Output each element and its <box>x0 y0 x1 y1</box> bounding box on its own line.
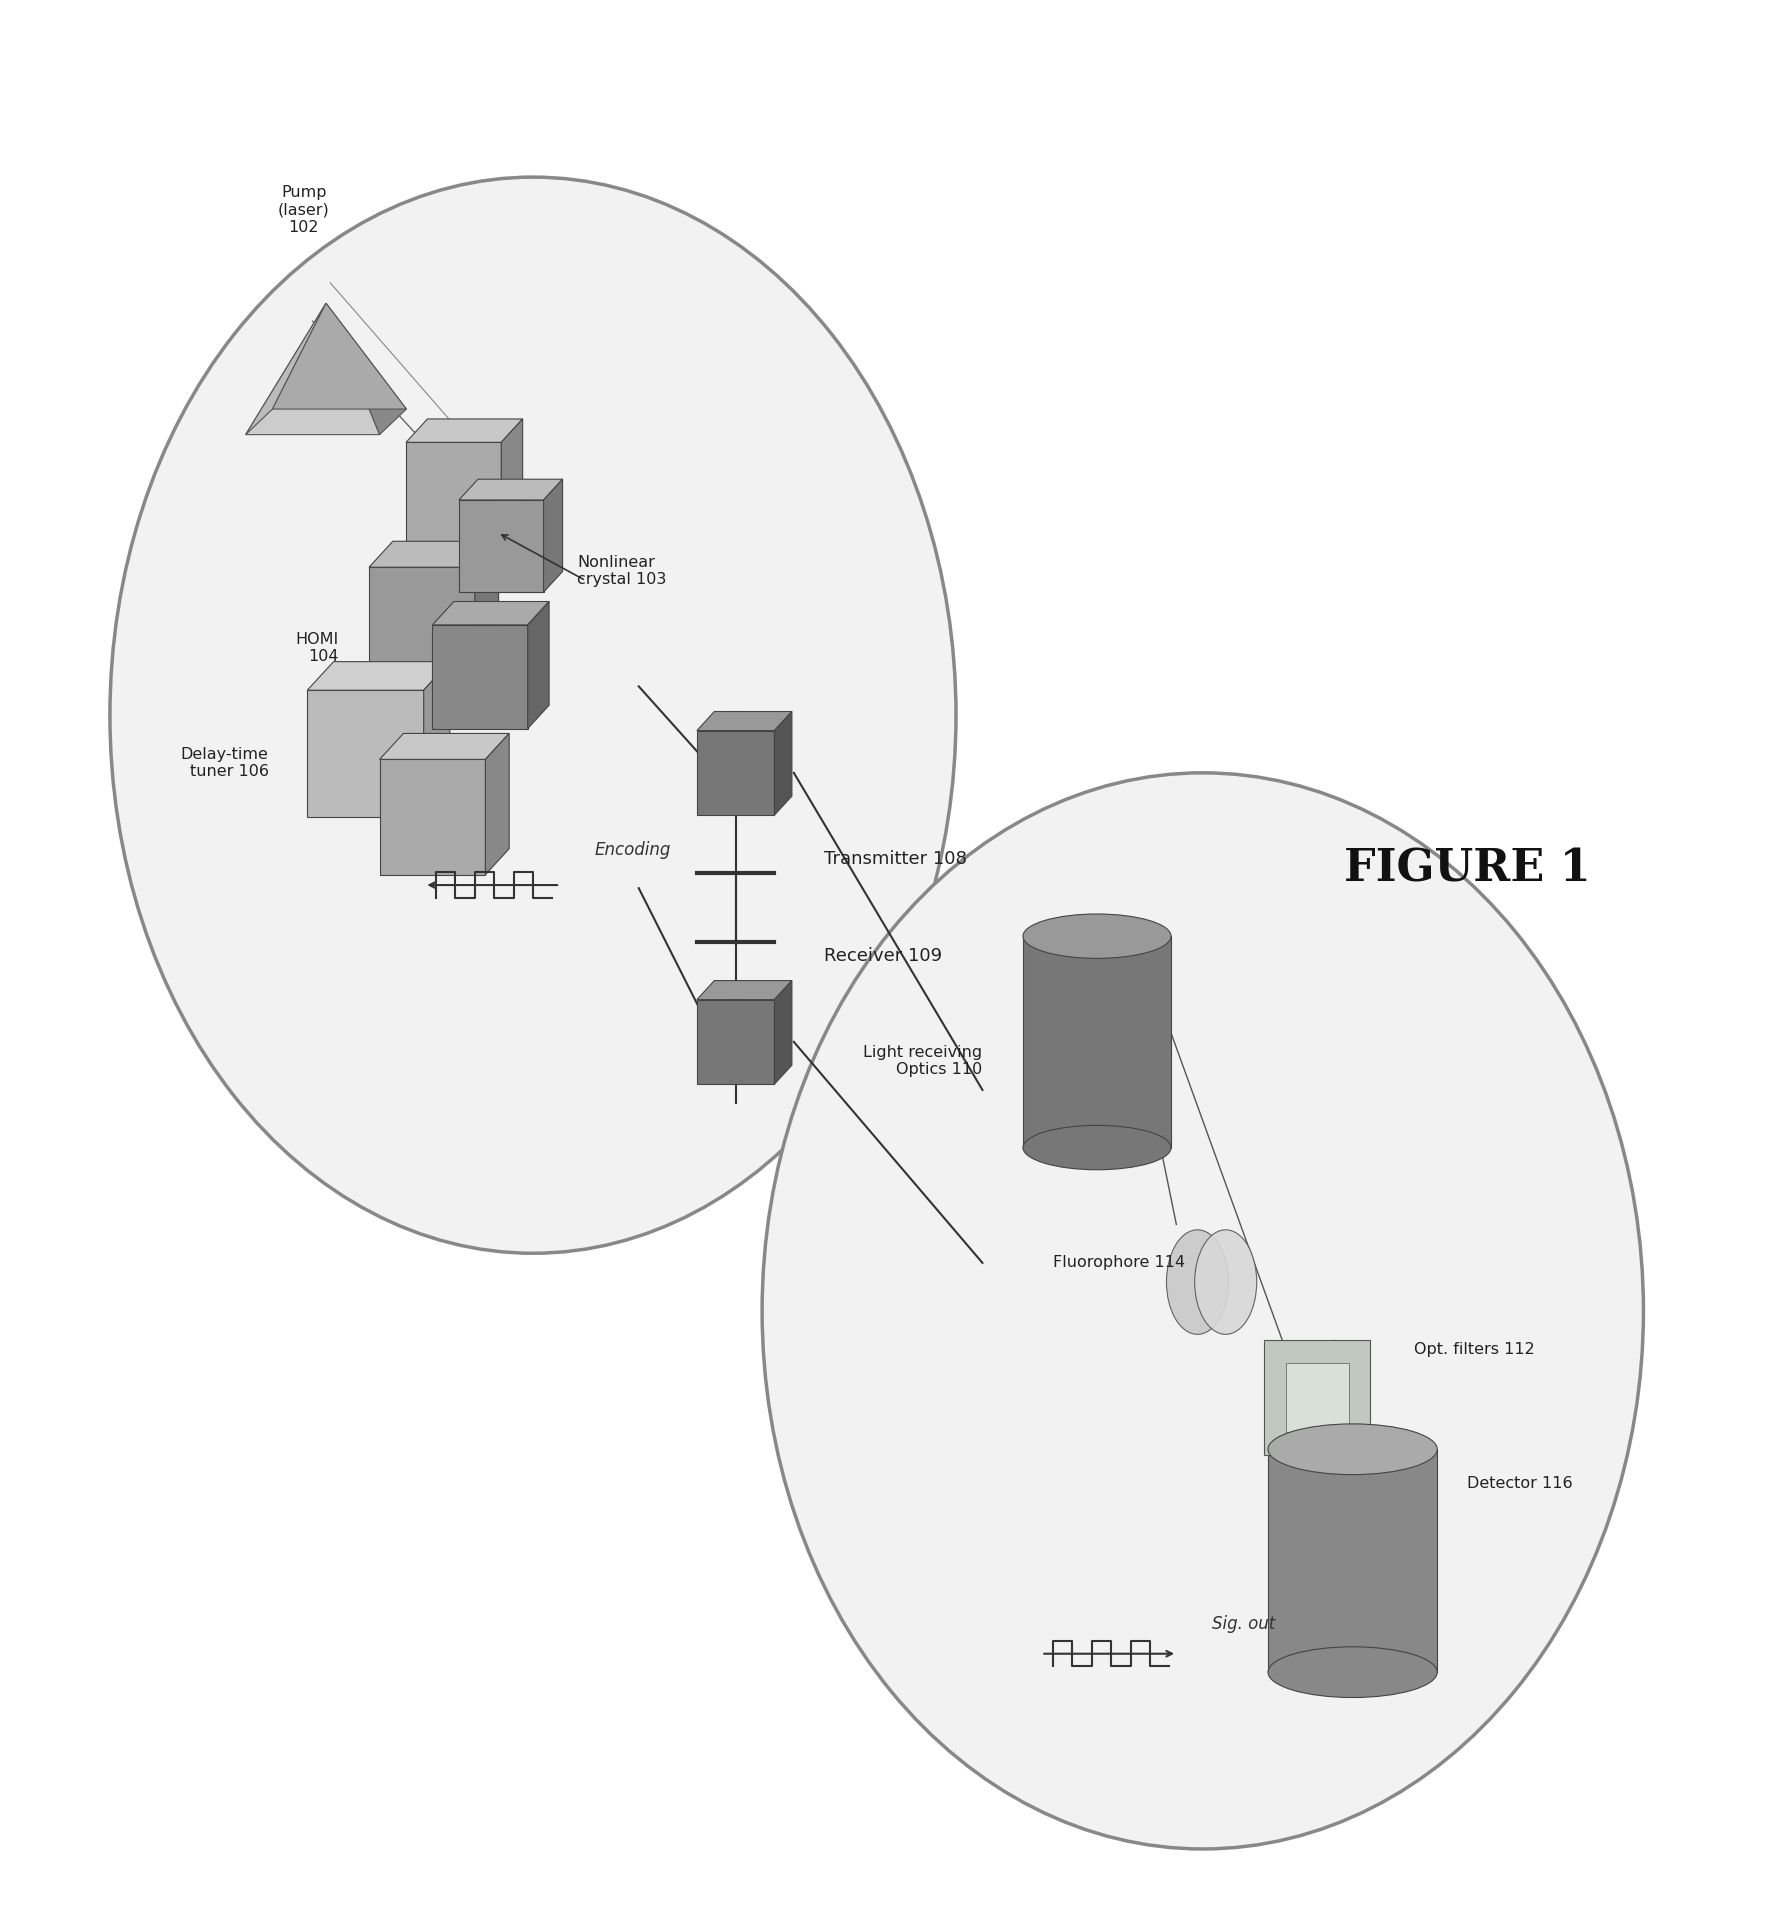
Polygon shape <box>528 602 549 730</box>
Text: HOMI
104: HOMI 104 <box>296 631 338 664</box>
Polygon shape <box>406 419 522 442</box>
Polygon shape <box>379 733 510 758</box>
Polygon shape <box>432 625 528 730</box>
Ellipse shape <box>762 772 1643 1849</box>
Ellipse shape <box>1024 915 1171 959</box>
Text: Transmitter 108: Transmitter 108 <box>824 849 967 869</box>
Polygon shape <box>406 442 501 546</box>
Text: Nonlinear
crystal 103: Nonlinear crystal 103 <box>577 554 666 587</box>
Text: Light receiving
Optics 110: Light receiving Optics 110 <box>862 1044 983 1077</box>
Polygon shape <box>308 662 450 691</box>
Polygon shape <box>475 540 499 683</box>
Text: Detector 116: Detector 116 <box>1466 1476 1573 1492</box>
Polygon shape <box>1286 1363 1350 1432</box>
Polygon shape <box>698 980 792 1000</box>
Polygon shape <box>698 712 792 731</box>
Text: Delay-time
tuner 106: Delay-time tuner 106 <box>181 747 269 780</box>
Polygon shape <box>698 731 774 814</box>
Text: Pump
(laser)
102: Pump (laser) 102 <box>278 185 329 235</box>
Ellipse shape <box>1167 1229 1229 1334</box>
Ellipse shape <box>1024 1125 1171 1170</box>
Polygon shape <box>459 479 563 500</box>
Text: Encoding: Encoding <box>595 841 671 859</box>
Polygon shape <box>368 540 499 567</box>
Polygon shape <box>544 479 563 593</box>
Polygon shape <box>432 602 549 625</box>
Text: Receiver 109: Receiver 109 <box>824 948 942 965</box>
Ellipse shape <box>1195 1229 1257 1334</box>
Polygon shape <box>368 567 475 683</box>
Polygon shape <box>1268 1449 1438 1671</box>
Polygon shape <box>1024 936 1171 1148</box>
Polygon shape <box>246 303 326 434</box>
Polygon shape <box>698 1000 774 1085</box>
Ellipse shape <box>1268 1646 1438 1698</box>
Polygon shape <box>459 500 544 593</box>
Polygon shape <box>273 303 406 409</box>
Polygon shape <box>501 419 522 546</box>
Polygon shape <box>774 980 792 1085</box>
Polygon shape <box>485 733 510 874</box>
Text: FIGURE 1: FIGURE 1 <box>1344 847 1590 890</box>
Polygon shape <box>1264 1339 1371 1455</box>
Text: Opt. filters 112: Opt. filters 112 <box>1415 1341 1535 1357</box>
Polygon shape <box>379 758 485 874</box>
Polygon shape <box>308 691 423 816</box>
Text: Sig. out: Sig. out <box>1211 1615 1275 1633</box>
Text: Fluorophore 114: Fluorophore 114 <box>1054 1254 1185 1270</box>
Ellipse shape <box>110 178 956 1253</box>
Polygon shape <box>774 712 792 814</box>
Polygon shape <box>423 662 450 816</box>
Polygon shape <box>246 303 379 434</box>
Polygon shape <box>326 303 406 434</box>
Ellipse shape <box>1268 1424 1438 1475</box>
